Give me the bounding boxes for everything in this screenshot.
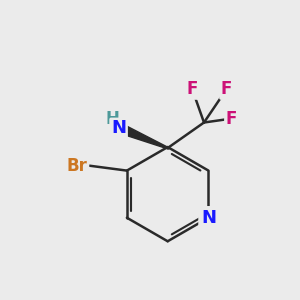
Text: N: N bbox=[201, 209, 216, 227]
Text: H: H bbox=[106, 110, 120, 128]
Text: F: F bbox=[221, 80, 232, 98]
Text: N: N bbox=[111, 119, 126, 137]
Polygon shape bbox=[119, 124, 168, 149]
Text: Br: Br bbox=[67, 157, 88, 175]
Text: F: F bbox=[187, 80, 198, 98]
Text: F: F bbox=[226, 110, 237, 128]
